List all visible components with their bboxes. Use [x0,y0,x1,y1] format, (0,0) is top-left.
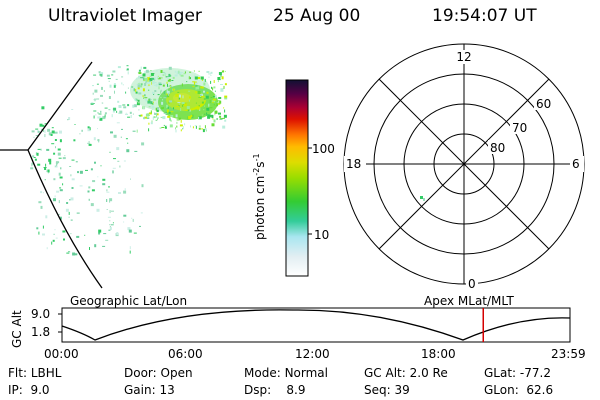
mlt-label-12: 12 [456,50,471,64]
time-tick-1800: 18:00 [421,347,456,361]
status-ip: IP: 9.0 [8,383,50,397]
timeline-y-top: 9.0 [31,307,51,321]
geographic-image-panel [0,61,228,289]
mlt-label-0: 0 [468,277,476,291]
timeline-yaxis-label: GC Alt [10,310,24,348]
colorbar-tick-10: 10 [314,228,330,242]
auroral-emission-map [30,65,228,256]
timeline-right-title: Apex MLat/MLT [424,294,514,308]
status-gc-alt: GC Alt: 2.0 Re [364,366,448,380]
mlt-label-18: 18 [346,157,361,171]
status-glon: GLon: 62.6 [484,383,554,397]
polar-mlt-plot: 12 18 6 0 60 70 80 [343,43,585,291]
time-tick-0600: 06:00 [168,347,203,361]
status-seq: Seq: 39 [364,383,410,397]
lat-label-70: 70 [512,121,527,135]
time-tick-2359: 23:59 [551,347,586,361]
status-mode: Mode: Normal [244,366,328,380]
observation-time: 19:54:07 UT [432,6,537,26]
timeline-y-bottom: 1.8 [31,325,51,339]
colorbar-unit-label: photon cm-2s-1 [252,153,267,240]
colorbar-gradient [285,79,309,277]
instrument-title: Ultraviolet Imager [48,6,202,26]
earth-limb-line [27,61,103,289]
mlt-label-6: 6 [572,157,580,171]
colorbar [285,79,312,277]
status-glat: GLat: -77.2 [484,366,551,380]
status-gain: Gain: 13 [124,383,175,397]
status-filter: Flt: LBHL [8,366,62,380]
observation-date: 25 Aug 00 [273,6,361,26]
lat-label-80: 80 [490,141,505,155]
time-tick-1200: 12:00 [295,347,330,361]
colorbar-tick-100: 100 [312,142,335,156]
timeline-left-title: Geographic Lat/Lon [70,294,188,308]
altitude-curve [61,309,571,341]
time-tick-0000: 00:00 [44,347,79,361]
status-dsp: Dsp: 8.9 [244,383,306,397]
polar-emission-spot [420,196,425,201]
status-door: Door: Open [124,366,193,380]
timeline-plot [58,307,571,343]
lat-label-60: 60 [536,97,551,111]
